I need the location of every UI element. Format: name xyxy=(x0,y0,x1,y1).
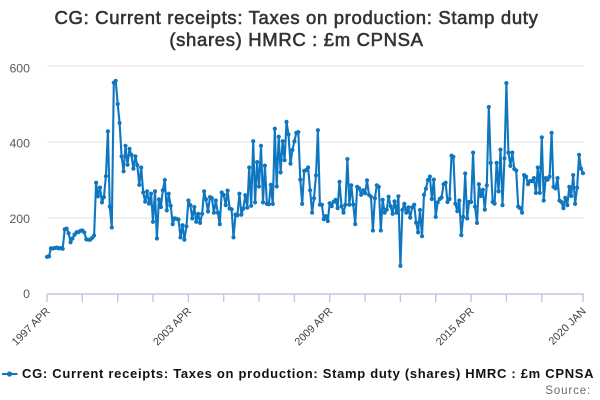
svg-text:0: 0 xyxy=(23,287,30,301)
svg-text:200: 200 xyxy=(9,212,30,226)
svg-text:2009 APR: 2009 APR xyxy=(292,305,335,348)
svg-text:600: 600 xyxy=(9,61,30,75)
svg-text:1997 APR: 1997 APR xyxy=(10,305,53,348)
svg-text:2020 JAN: 2020 JAN xyxy=(547,305,589,347)
svg-text:2003 APR: 2003 APR xyxy=(151,305,194,348)
svg-text:400: 400 xyxy=(9,137,30,151)
svg-text:2015 APR: 2015 APR xyxy=(434,305,477,348)
